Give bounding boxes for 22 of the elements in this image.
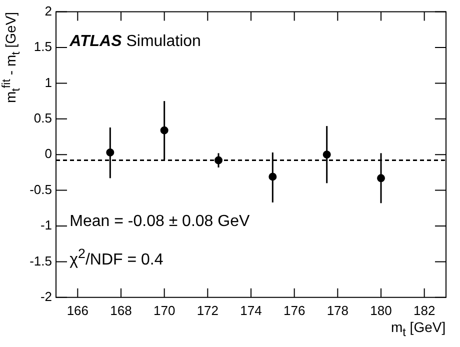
y-tick-label: 1	[44, 74, 52, 90]
x-tick-label: 170	[153, 302, 176, 318]
x-tick-label: 180	[370, 302, 392, 318]
y-tick-label: 2	[44, 3, 52, 18]
y-tick-label: -1.5	[30, 253, 52, 268]
y-tick-label: -1	[40, 218, 52, 233]
x-axis-title: m$_{t}$ [GeV]	[391, 319, 446, 340]
x-tick-label: 176	[283, 302, 306, 318]
annotation: χ$^{2}$/NDF = 0.4	[70, 246, 164, 270]
x-tick-label: 172	[196, 302, 219, 318]
y-tick-label: -2	[40, 288, 52, 304]
annotation: Mean = -0.08 ± 0.08 GeV	[70, 213, 250, 232]
y-tick-label: 0.5	[34, 110, 52, 126]
x-tick-label: 182	[413, 302, 436, 318]
y-tick-label: 1.5	[34, 39, 52, 54]
x-tick-label: 174	[240, 302, 262, 318]
y-tick-label: 0	[44, 146, 52, 162]
x-tick-label: 178	[326, 302, 349, 318]
annotation: ATLAS Simulation	[70, 33, 201, 52]
y-tick-label: -0.5	[30, 182, 52, 197]
x-tick-label: 168	[110, 302, 132, 318]
x-tick-label: 166	[66, 302, 89, 318]
